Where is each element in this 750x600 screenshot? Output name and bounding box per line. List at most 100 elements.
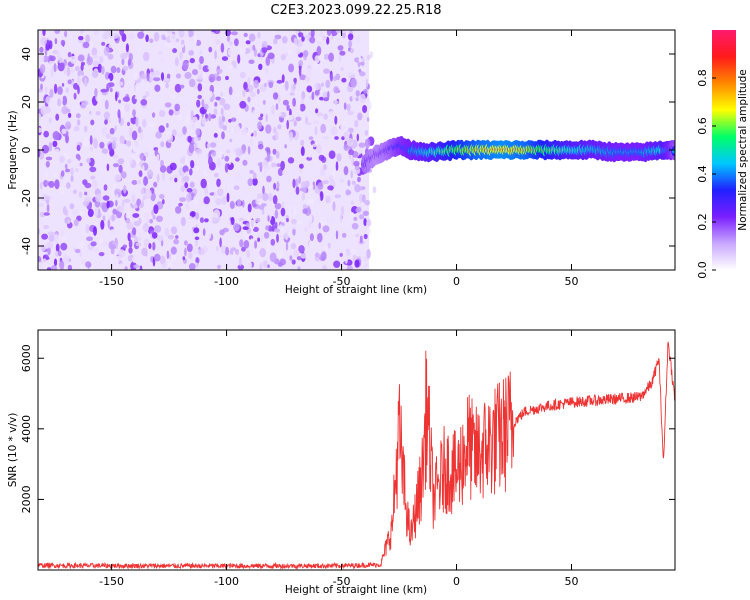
noise-blob <box>275 131 279 141</box>
noise-blob <box>283 201 290 209</box>
noise-blob <box>208 156 213 166</box>
noise-blob <box>292 223 296 230</box>
noise-blob <box>55 113 60 121</box>
noise-blob <box>300 253 307 259</box>
noise-blob <box>171 129 177 137</box>
noise-blob <box>254 240 258 249</box>
noise-blob <box>327 242 332 249</box>
noise-blob <box>316 99 322 105</box>
noise-blob <box>351 222 359 230</box>
noise-blob <box>328 150 336 159</box>
noise-blob <box>245 88 249 93</box>
noise-blob <box>125 43 129 53</box>
noise-blob <box>361 66 367 73</box>
noise-blob <box>45 156 53 161</box>
noise-blob <box>120 171 127 179</box>
x-tick-label: 0 <box>453 275 460 288</box>
noise-blob <box>201 117 206 125</box>
noise-blob <box>207 66 211 70</box>
noise-blob <box>54 30 61 34</box>
noise-blob <box>104 30 111 35</box>
noise-blob <box>348 149 355 156</box>
noise-blob <box>121 33 127 42</box>
noise-blob <box>195 239 198 247</box>
y-tick-label: 0 <box>20 147 33 154</box>
noise-blob <box>262 260 268 268</box>
noise-blob <box>258 63 263 70</box>
noise-blob <box>74 172 82 177</box>
noise-blob <box>310 30 315 38</box>
noise-blob <box>275 151 280 159</box>
noise-blob <box>135 157 141 164</box>
noise-blob <box>131 130 138 141</box>
noise-blob <box>293 84 296 90</box>
noise-blob <box>356 133 359 142</box>
noise-blob <box>372 186 377 194</box>
noise-blob <box>261 203 267 207</box>
noise-blob <box>99 237 104 244</box>
noise-blob <box>50 55 56 62</box>
noise-blob <box>364 255 368 262</box>
noise-blob <box>43 212 50 216</box>
noise-blob <box>230 31 238 36</box>
noise-blob <box>184 240 188 246</box>
noise-blob <box>347 33 354 41</box>
noise-blob <box>67 51 72 58</box>
noise-blob <box>48 180 55 188</box>
noise-blob <box>207 90 213 98</box>
noise-blob <box>156 215 163 222</box>
noise-blob <box>327 185 334 191</box>
noise-blob <box>158 51 163 55</box>
noise-blob <box>265 147 271 152</box>
noise-blob <box>134 140 139 148</box>
noise-blob <box>319 191 324 201</box>
noise-blob <box>274 209 279 219</box>
noise-blob <box>351 93 355 101</box>
noise-blob <box>263 168 268 178</box>
noise-blob <box>87 208 94 218</box>
noise-blob <box>159 188 167 194</box>
noise-blob <box>323 142 329 148</box>
noise-blob <box>46 267 52 270</box>
noise-blob <box>257 193 263 200</box>
x-tick-label: -150 <box>99 275 124 288</box>
noise-blob <box>335 30 341 34</box>
noise-blob <box>110 65 117 74</box>
noise-blob <box>49 88 54 99</box>
colorbar-tick-label: 0.8 <box>696 69 709 87</box>
noise-blob <box>85 224 90 234</box>
noise-blob <box>73 92 77 100</box>
noise-blob <box>253 130 258 137</box>
y-tick-label: 2000 <box>20 485 33 513</box>
noise-blob <box>303 160 309 166</box>
noise-blob <box>39 64 46 74</box>
noise-blob <box>350 249 357 254</box>
noise-blob <box>233 124 241 134</box>
noise-blob <box>132 227 137 236</box>
noise-blob <box>284 144 287 149</box>
noise-blob <box>306 67 313 78</box>
noise-blob <box>328 52 334 62</box>
noise-blob <box>317 182 324 190</box>
noise-blob <box>307 222 311 229</box>
colorbar-tick-label: 0.4 <box>696 165 709 183</box>
noise-blob <box>265 56 271 66</box>
noise-blob <box>164 227 170 237</box>
noise-blob <box>65 168 70 173</box>
noise-blob <box>148 243 152 249</box>
noise-blob <box>232 160 240 169</box>
noise-blob <box>60 39 66 46</box>
noise-blob <box>365 78 369 88</box>
snr-x-axis-label: Height of straight line (km) <box>285 584 427 596</box>
noise-blob <box>275 103 279 111</box>
noise-blob <box>124 266 128 270</box>
noise-blob <box>216 158 222 168</box>
noise-blob <box>138 170 143 178</box>
noise-blob <box>233 223 240 232</box>
noise-blob <box>66 66 71 77</box>
noise-blob <box>128 126 133 137</box>
noise-blob <box>286 119 290 130</box>
noise-blob <box>303 50 309 58</box>
noise-blob <box>60 242 68 251</box>
noise-blob <box>329 73 334 82</box>
